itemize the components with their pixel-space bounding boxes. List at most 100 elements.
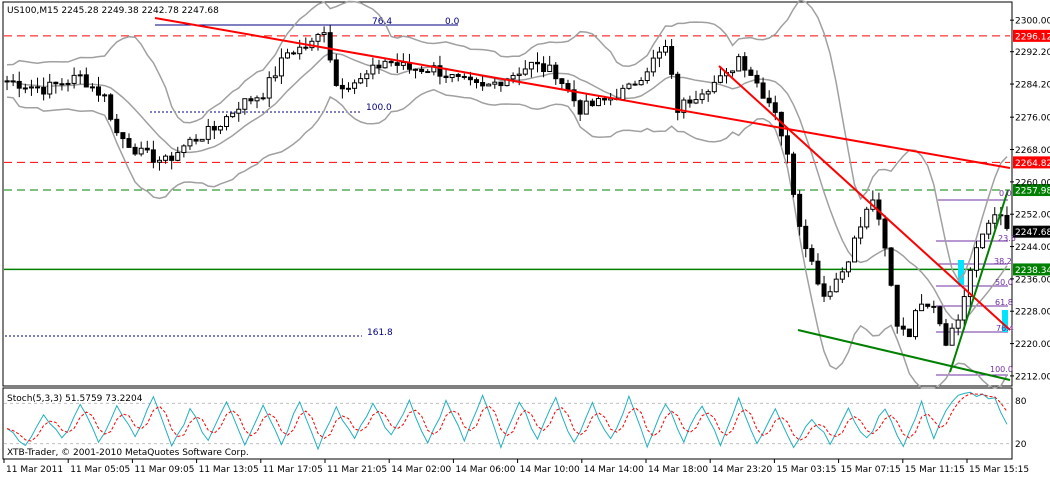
candle-bull: [486, 83, 492, 87]
candle-bull: [663, 46, 669, 53]
candle-bull: [102, 94, 108, 97]
candle-bear: [419, 68, 425, 73]
candle-bull: [656, 51, 662, 59]
candle-bear: [1004, 214, 1010, 229]
candle-bull: [285, 52, 291, 59]
candle-bull: [364, 73, 370, 80]
candle-bull: [583, 100, 589, 115]
candle-bull: [845, 261, 851, 273]
price-level-badge: [1013, 225, 1050, 238]
x-tick-label: 11 Mar 17:05: [263, 465, 323, 475]
candle-bear: [687, 99, 693, 104]
candle-bear: [96, 86, 102, 96]
candle-bull: [181, 145, 187, 154]
candle-bear: [754, 74, 760, 84]
candle-bear: [888, 247, 894, 286]
x-tick-label: 14 Mar 18:00: [648, 465, 708, 475]
candle-bear: [144, 147, 150, 151]
x-tick-label: 15 Mar 03:15: [776, 465, 836, 475]
candle-bull: [22, 87, 28, 90]
candle-bull: [711, 81, 717, 93]
y-tick-label: 2212.00: [1015, 372, 1050, 382]
y-tick-label: 2300.00: [1015, 17, 1050, 27]
trendline-red-steep: [718, 65, 1011, 331]
highlight-box: [958, 260, 964, 285]
candle-bull: [980, 233, 986, 249]
candle-bull: [992, 214, 998, 224]
candle-bull: [315, 33, 321, 42]
candle-bull: [492, 81, 498, 85]
fibonacci-lines: [5, 24, 1008, 376]
candle-bull: [595, 98, 601, 107]
candle-bull: [230, 112, 236, 118]
candle-bear: [333, 59, 339, 86]
candle-bear: [394, 62, 400, 66]
fib-right-76-4: 76.4: [996, 324, 1014, 333]
stoch-pane-frame: [2, 387, 1013, 460]
price-level-value: 2296.12: [1015, 32, 1050, 42]
candle-bear: [437, 65, 443, 77]
candle-bear: [821, 283, 827, 297]
candle-bear: [425, 71, 431, 74]
x-tick-label: 14 Mar 02:00: [391, 465, 451, 475]
price-level-badge: [1013, 263, 1050, 276]
trendline-red-long: [154, 17, 1011, 169]
chart-title: US100,M15 2245.28 2249.38 2242.78 2247.6…: [7, 6, 219, 16]
candle-bull: [236, 108, 242, 114]
stoch-signal-line: [6, 393, 1008, 442]
candle-bull: [827, 291, 833, 297]
candle-bull: [199, 138, 205, 142]
candle-bear: [571, 89, 577, 102]
candle-bull: [699, 93, 705, 101]
candle-bull: [272, 75, 278, 79]
bollinger-lower: [6, 88, 1008, 389]
candle-bear: [16, 80, 22, 89]
candle-bull: [224, 116, 230, 127]
y-tick-label: 2284.20: [1015, 81, 1050, 91]
candle-bear: [900, 325, 906, 330]
candle-bear: [461, 75, 467, 78]
stoch-main-line: [6, 391, 1008, 451]
candle-bull: [382, 60, 388, 69]
candle-bull: [297, 46, 303, 55]
stochastic-lines: [4, 391, 1010, 451]
price-level-badge: [1013, 29, 1050, 42]
trendline-green-up: [949, 189, 1009, 373]
x-tick-label: 11 Mar 2011: [6, 465, 63, 475]
candle-bull: [522, 68, 528, 75]
candle-bear: [766, 97, 772, 104]
candle-bull: [187, 138, 193, 147]
candle-bear: [211, 125, 217, 131]
main-pane-frame: [2, 1, 1013, 387]
candle-bear: [748, 69, 754, 76]
candle-bear: [169, 155, 175, 161]
fib-label-76-4: 76.4: [372, 17, 392, 27]
candle-bear: [553, 64, 559, 80]
candles: [4, 25, 1010, 347]
candle-bull: [370, 64, 376, 75]
candle-bear: [742, 56, 748, 71]
price-level-value: 2247.68: [1015, 228, 1050, 238]
x-tick-label: 15 Mar 11:15: [905, 465, 965, 475]
trendline-green-low: [797, 329, 1011, 381]
stoch-level-80: 80: [1015, 397, 1027, 407]
candle-bull: [266, 77, 272, 99]
candle-bear: [559, 78, 565, 85]
candle-bear: [59, 83, 65, 86]
candle-bear: [803, 225, 809, 250]
candle-bull: [217, 125, 223, 131]
candle-bull: [321, 32, 327, 35]
candle-bull: [449, 74, 455, 79]
candle-bear: [797, 193, 803, 227]
candle-bull: [730, 70, 736, 74]
candle-bear: [443, 75, 449, 79]
candle-bear: [327, 32, 333, 61]
x-tick-label: 11 Mar 13:05: [199, 465, 259, 475]
candle-bear: [937, 306, 943, 325]
candle-bull: [717, 75, 723, 83]
candle-bull: [864, 208, 870, 228]
candle-bear: [467, 76, 473, 81]
candle-bear: [413, 68, 419, 71]
candle-bull: [852, 237, 858, 263]
